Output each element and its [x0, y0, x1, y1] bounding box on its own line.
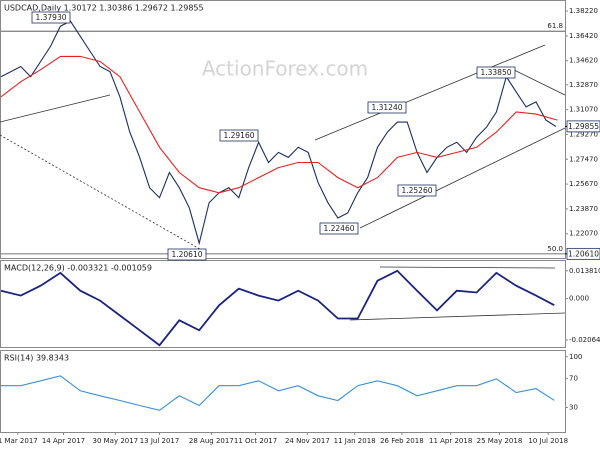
- panel-title: USDCAD,Daily 1.30172 1.30386 1.29672 1.2…: [4, 4, 204, 13]
- panel-title: RSI(14) 39.8343: [4, 354, 69, 363]
- last-price-box: [566, 120, 600, 133]
- x-tick-label: 24 Nov 2017: [285, 437, 330, 445]
- annotation: 1.29160: [223, 131, 254, 140]
- annotation: 1.25260: [401, 186, 432, 195]
- y-tick-label: 1.38220: [569, 7, 598, 15]
- y-tick-label: 1.31070: [569, 106, 598, 114]
- trend-line: [359, 127, 566, 229]
- y-tick-label: 1.32870: [569, 81, 598, 89]
- y-tick-label: 100: [569, 353, 582, 361]
- y-tick-label: 30: [569, 403, 578, 411]
- watermark: ActionForex.com: [202, 57, 368, 81]
- low-price-box: [566, 247, 600, 260]
- trend-line: [0, 94, 111, 123]
- y-tick-label: 1.23870: [569, 205, 598, 213]
- annotation-box: [167, 248, 207, 261]
- x-tick-label: 1 Mar 2017: [0, 437, 38, 445]
- price-panel: [0, 0, 566, 259]
- x-tick-label: 13 Jul 2017: [140, 437, 180, 445]
- last-price: 1.29855: [568, 122, 599, 131]
- x-tick-label: 11 Apr 2018: [429, 437, 472, 445]
- series-line: [0, 20, 557, 246]
- reference-label: 50.0: [547, 245, 563, 253]
- reference-label: 61.8: [547, 22, 563, 30]
- trend-line: [379, 266, 556, 269]
- trend-line: [0, 134, 206, 253]
- macd-panel: [0, 260, 566, 348]
- y-tick-label: 1.25670: [569, 180, 598, 188]
- low-price: 1.20610: [568, 249, 599, 258]
- annotation-box: [219, 129, 259, 142]
- y-tick-label: 1.22070: [569, 230, 598, 238]
- trend-line: [314, 44, 546, 141]
- annotation-box: [476, 66, 516, 79]
- x-tick-label: 25 May 2018: [477, 437, 523, 445]
- y-tick-label: 1.36420: [569, 32, 598, 40]
- y-tick-label: 0.000: [569, 295, 589, 303]
- x-tick-label: 30 May 2017: [92, 437, 138, 445]
- y-tick-label: 1.34620: [569, 57, 598, 65]
- annotation-box: [367, 101, 407, 114]
- y-tick-label: 1.27470: [569, 155, 598, 163]
- trend-line: [509, 67, 566, 96]
- series-line: [0, 55, 558, 194]
- annotation: 1.37930: [35, 13, 66, 22]
- y-tick-label: 70: [569, 374, 578, 382]
- y-tick-label: 1.29270: [569, 130, 598, 138]
- annotation: 1.33850: [480, 68, 511, 77]
- x-tick-label: 10 Jul 2018: [528, 437, 568, 445]
- series-line: [1, 375, 555, 411]
- panel-title: MACD(12,26,9) -0.003321 -0.001059: [4, 264, 152, 273]
- annotation: 1.22460: [323, 224, 354, 233]
- x-tick-label: 11 Oct 2017: [234, 437, 277, 445]
- x-tick-label: 28 Aug 2017: [189, 437, 234, 445]
- annotation-box: [31, 11, 71, 24]
- annotation: 1.20610: [171, 250, 202, 259]
- y-tick-label: -0.020648: [569, 336, 600, 344]
- annotation-box: [397, 184, 437, 197]
- trend-line: [349, 312, 566, 321]
- annotation: 1.31240: [371, 103, 402, 112]
- x-tick-label: 26 Feb 2018: [380, 437, 424, 445]
- x-tick-label: 11 Jan 2018: [334, 437, 376, 445]
- x-tick-label: 14 Apr 2017: [42, 437, 85, 445]
- annotation-box: [319, 222, 359, 235]
- rsi-panel: [0, 350, 566, 433]
- y-tick-label: 0.013810: [569, 267, 600, 275]
- series-line: [0, 269, 555, 347]
